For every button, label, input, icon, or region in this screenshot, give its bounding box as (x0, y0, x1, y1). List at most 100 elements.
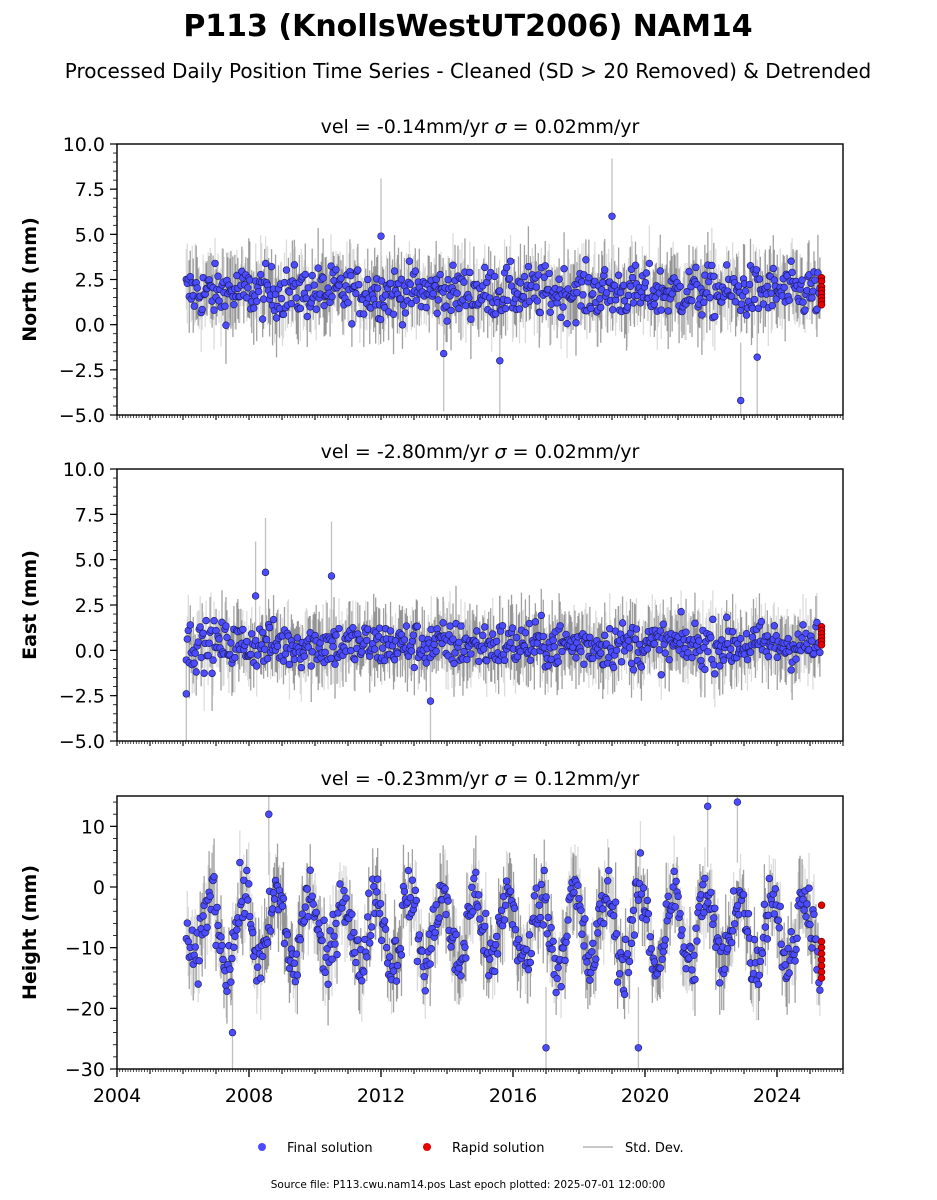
final-solution-point (337, 274, 345, 283)
final-solution-point (734, 911, 743, 919)
final-solution-point (589, 939, 597, 947)
rapid-solution-points-east (817, 623, 826, 649)
final-solution-point (600, 919, 608, 928)
rapid-solution-points-north (817, 273, 826, 309)
final-solution-point (497, 906, 506, 915)
final-solution-point (703, 802, 712, 811)
final-solution-point (532, 884, 541, 892)
final-solution-point (657, 306, 665, 314)
final-solution-point (490, 272, 499, 281)
final-solution-point (381, 925, 390, 933)
final-solution-point (656, 267, 664, 275)
final-solution-point (400, 887, 409, 896)
final-solution-point (548, 945, 556, 953)
final-solution-point (447, 306, 455, 315)
final-solution-point (816, 648, 824, 657)
final-solution-point (354, 266, 362, 274)
final-solution-point (614, 271, 623, 279)
final-solution-point (619, 281, 628, 290)
final-solution-point (406, 280, 415, 288)
panel-east: vel = -2.80mm/yr σ = 0.02mm/yr East (mm) −… (19, 441, 844, 753)
final-solution-point (754, 980, 763, 989)
final-solution-point (482, 909, 490, 918)
final-solution-point (646, 933, 655, 941)
final-solution-point (434, 296, 442, 304)
rapid-solution-point (817, 901, 826, 909)
final-solution-point (407, 299, 416, 308)
final-solution-point (418, 634, 426, 643)
final-solution-point (390, 267, 399, 275)
final-solution-point (334, 909, 342, 917)
final-solution-point (560, 265, 568, 273)
final-solution-point (481, 922, 489, 931)
final-solution-point (292, 294, 301, 302)
final-solution-point (800, 906, 808, 914)
final-solution-point (639, 884, 648, 892)
final-solution-point (641, 278, 650, 287)
final-solution-point (422, 659, 430, 667)
legend-rapid-label: Rapid solution (452, 1141, 544, 1156)
final-solution-point (279, 894, 288, 903)
final-solution-point (695, 903, 703, 911)
final-solution-point (391, 936, 400, 945)
plot-area-north (182, 158, 826, 415)
final-solution-point (798, 276, 806, 284)
final-solution-point (634, 896, 643, 904)
final-solution-points-height (182, 798, 824, 1052)
final-solution-point (363, 953, 371, 961)
final-solution-point (301, 270, 309, 279)
final-solution-point (411, 267, 420, 275)
final-solution-point (586, 633, 594, 642)
final-solution-point (733, 798, 742, 806)
final-solution-point (770, 622, 778, 630)
final-solution-point (432, 647, 440, 655)
final-solution-point (721, 965, 729, 973)
final-solution-point (244, 896, 252, 904)
final-solution-point (282, 266, 291, 274)
final-solution-point (256, 974, 265, 982)
final-solution-point (676, 909, 684, 918)
final-solution-point (661, 649, 669, 657)
final-solution-point (501, 901, 510, 910)
final-solution-point (611, 898, 620, 906)
legend-std-label: Std. Dev. (625, 1141, 684, 1156)
final-solution-point (587, 304, 595, 313)
final-solution-point (467, 650, 475, 658)
final-solution-point (805, 884, 813, 892)
final-solution-point (260, 645, 269, 653)
final-solution-point (693, 937, 701, 945)
final-solution-point (203, 923, 211, 932)
final-solution-point (736, 634, 745, 643)
final-solution-point (577, 906, 585, 914)
final-solution-point (547, 923, 555, 932)
final-solution-point (726, 645, 735, 653)
final-solution-point (491, 310, 500, 318)
final-solution-point (515, 305, 524, 313)
final-solution-point (722, 261, 731, 269)
final-solution-point (810, 649, 818, 658)
final-solution-point (460, 647, 468, 656)
final-solution-point (768, 301, 777, 310)
final-solution-point (273, 642, 282, 650)
final-solution-point (469, 908, 477, 916)
final-solution-point (764, 652, 773, 661)
final-solution-point (336, 880, 344, 888)
final-solution-point (816, 986, 824, 994)
y-tick-label: 10 (81, 816, 105, 838)
final-solution-point (530, 648, 539, 656)
final-solution-point (745, 280, 754, 289)
final-solution-point (283, 931, 292, 939)
final-solution-point (455, 304, 463, 313)
final-solution-point (753, 353, 761, 361)
final-solution-point (333, 950, 341, 959)
final-solution-point (433, 309, 441, 318)
final-solution-point (429, 289, 437, 298)
final-solution-point (799, 895, 807, 903)
final-solution-point (364, 913, 372, 921)
final-solution-point (328, 955, 336, 963)
final-solution-point (597, 303, 605, 312)
final-solution-point (549, 636, 557, 644)
final-solution-point (385, 953, 394, 961)
final-solution-point (803, 900, 811, 908)
